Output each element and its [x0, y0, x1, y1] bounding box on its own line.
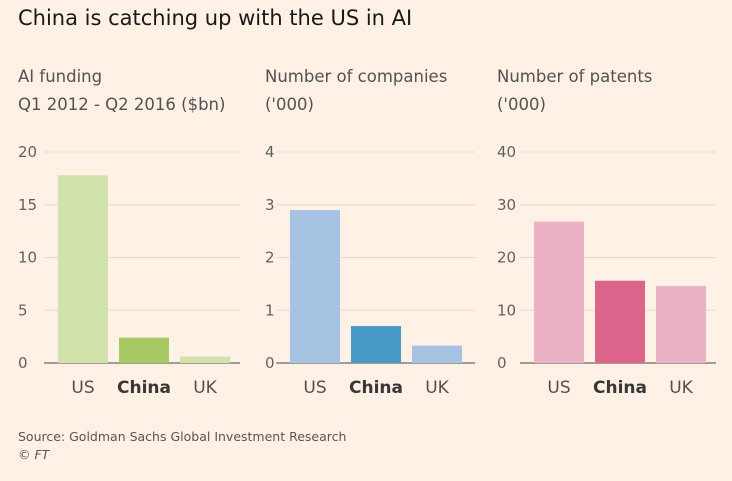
category-label: China [117, 378, 171, 398]
category-label: US [303, 378, 326, 398]
y-tick-label: 30 [497, 196, 516, 214]
chart-panel-2: Number of companies ('000) 4 3 2 1 0 US China UK [265, 67, 475, 398]
chart-subtitle-line: Q1 2012 - Q2 2016 ($bn) [18, 95, 225, 114]
bar-china [595, 280, 645, 363]
y-tick-label: 15 [18, 196, 37, 214]
category-label: US [71, 378, 94, 398]
category-label: US [547, 378, 570, 398]
y-tick-label: 0 [18, 354, 28, 372]
bar-us [290, 210, 340, 363]
chart-subtitle-line: Number of companies [265, 67, 447, 86]
bar-china [119, 337, 169, 363]
chart-panel-3: Number of patents ('000) 40 30 20 10 0 US China U… [497, 67, 716, 398]
y-tick-label: 10 [497, 301, 516, 319]
y-tick-label: 1 [265, 301, 275, 319]
copyright-text: © FT [18, 447, 50, 462]
chart-subtitle-line: AI funding [18, 67, 102, 86]
y-tick-label: 5 [18, 301, 28, 319]
chart-panel-1: AI funding Q1 2012 - Q2 2016 ($bn) 20 15 10 5… [18, 67, 240, 398]
chart-subtitle-line: Number of patents [497, 67, 652, 86]
y-tick-label: 10 [18, 249, 37, 267]
y-tick-label: 3 [265, 196, 275, 214]
y-tick-label: 4 [265, 143, 275, 161]
bar-uk [656, 285, 706, 363]
y-tick-label: 40 [497, 143, 516, 161]
source-text: Source: Goldman Sachs Global Investment … [18, 429, 347, 444]
category-label: UK [193, 378, 217, 398]
bar-uk [412, 345, 462, 363]
category-label: China [349, 378, 403, 398]
bar-china [351, 326, 401, 363]
bar-us [58, 175, 108, 363]
chart-title: China is catching up with the US in AI [18, 6, 413, 30]
y-tick-label: 2 [265, 249, 275, 267]
bar-us [534, 221, 584, 363]
category-label: UK [669, 378, 693, 398]
y-tick-label: 20 [497, 249, 516, 267]
y-tick-label: 20 [18, 143, 37, 161]
bar-uk [180, 356, 230, 363]
chart-subtitle-line: ('000) [265, 95, 314, 114]
category-label: UK [425, 378, 449, 398]
y-tick-label: 0 [265, 354, 275, 372]
source-note: Source: Goldman Sachs Global Investment … [18, 428, 346, 464]
chart-subtitle-line: ('000) [497, 95, 546, 114]
category-label: China [593, 378, 647, 398]
y-tick-label: 0 [497, 354, 507, 372]
